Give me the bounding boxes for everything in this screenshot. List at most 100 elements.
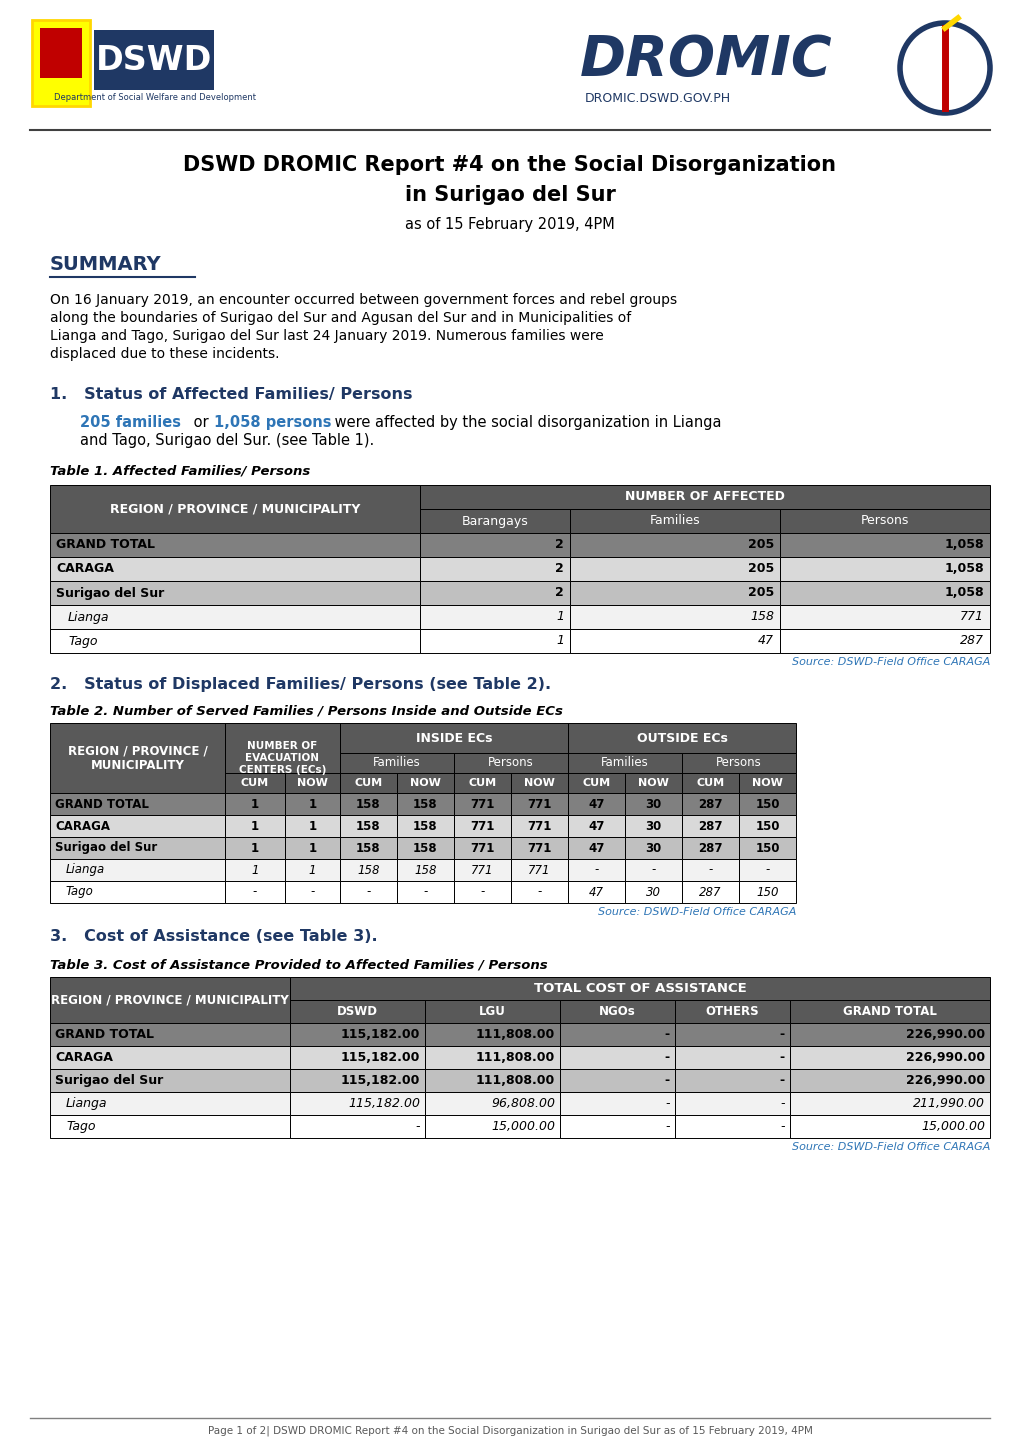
- Text: Persons: Persons: [715, 757, 761, 770]
- Text: 47: 47: [588, 842, 604, 855]
- Text: -: -: [423, 885, 427, 898]
- Bar: [625, 881, 682, 903]
- Bar: [339, 722, 568, 753]
- Text: 1.   Status of Affected Families/ Persons: 1. Status of Affected Families/ Persons: [50, 386, 412, 402]
- Text: 158: 158: [356, 797, 380, 810]
- Text: Families: Families: [373, 757, 421, 770]
- Bar: [50, 815, 225, 836]
- Text: 2.   Status of Displaced Families/ Persons (see Table 2).: 2. Status of Displaced Families/ Persons…: [50, 676, 550, 692]
- Text: LGU: LGU: [479, 1005, 505, 1018]
- Bar: [289, 1092, 425, 1115]
- Text: -: -: [664, 1028, 669, 1041]
- Bar: [790, 1022, 989, 1045]
- Text: Lianga: Lianga: [66, 864, 105, 877]
- Text: On 16 January 2019, an encounter occurred between government forces and rebel gr: On 16 January 2019, an encounter occurre…: [50, 293, 677, 307]
- Bar: [568, 815, 625, 836]
- Bar: [339, 793, 396, 815]
- Text: 2: 2: [554, 538, 564, 551]
- Bar: [225, 793, 284, 815]
- Text: 226,990.00: 226,990.00: [905, 1051, 984, 1064]
- Text: Source: DSWD-Field Office CARAGA: Source: DSWD-Field Office CARAGA: [791, 1142, 989, 1152]
- Text: Surigao del Sur: Surigao del Sur: [55, 842, 157, 855]
- Bar: [289, 1069, 425, 1092]
- Bar: [420, 534, 570, 557]
- Bar: [225, 773, 284, 793]
- Bar: [40, 27, 82, 78]
- Bar: [625, 773, 682, 793]
- Text: 1: 1: [251, 864, 259, 877]
- Bar: [568, 859, 625, 881]
- Text: Department of Social Welfare and Development: Department of Social Welfare and Develop…: [54, 94, 256, 102]
- Text: OTHERS: OTHERS: [705, 1005, 758, 1018]
- Bar: [511, 793, 568, 815]
- Bar: [570, 606, 780, 629]
- Text: 205: 205: [747, 562, 773, 575]
- Text: 115,182.00: 115,182.00: [340, 1051, 420, 1064]
- Text: 115,182.00: 115,182.00: [347, 1097, 420, 1110]
- Bar: [425, 1115, 559, 1138]
- Text: 1: 1: [251, 819, 259, 832]
- Text: DSWD: DSWD: [336, 1005, 378, 1018]
- Bar: [396, 773, 453, 793]
- Bar: [675, 1045, 790, 1069]
- Bar: [396, 881, 453, 903]
- Bar: [289, 1022, 425, 1045]
- Bar: [396, 859, 453, 881]
- Bar: [50, 881, 225, 903]
- Bar: [675, 999, 790, 1022]
- Bar: [453, 793, 511, 815]
- Bar: [425, 1022, 559, 1045]
- Text: 158: 158: [414, 864, 436, 877]
- Bar: [339, 815, 396, 836]
- Bar: [559, 999, 675, 1022]
- Text: INSIDE ECs: INSIDE ECs: [416, 731, 492, 744]
- Bar: [50, 534, 420, 557]
- Bar: [780, 581, 989, 606]
- Text: in Surigao del Sur: in Surigao del Sur: [405, 185, 614, 205]
- Text: 47: 47: [588, 819, 604, 832]
- Text: -: -: [594, 864, 598, 877]
- Bar: [453, 815, 511, 836]
- Text: 771: 771: [527, 819, 551, 832]
- Bar: [289, 1045, 425, 1069]
- Bar: [675, 1115, 790, 1138]
- Text: 287: 287: [699, 885, 721, 898]
- Bar: [284, 773, 339, 793]
- Bar: [339, 753, 453, 773]
- Bar: [284, 836, 339, 859]
- Text: NOW: NOW: [410, 779, 440, 787]
- Text: 771: 771: [470, 819, 494, 832]
- Text: 205 families: 205 families: [79, 415, 180, 430]
- Bar: [790, 1045, 989, 1069]
- Text: Lianga: Lianga: [66, 1097, 107, 1110]
- Text: REGION / PROVINCE /
MUNICIPALITY: REGION / PROVINCE / MUNICIPALITY: [67, 744, 207, 771]
- Bar: [675, 1092, 790, 1115]
- Text: -: -: [366, 885, 370, 898]
- Bar: [284, 881, 339, 903]
- Text: CUM: CUM: [696, 779, 723, 787]
- Text: 1: 1: [251, 842, 259, 855]
- Bar: [790, 1115, 989, 1138]
- Text: 111,808.00: 111,808.00: [475, 1051, 554, 1064]
- Text: 226,990.00: 226,990.00: [905, 1028, 984, 1041]
- Text: NOW: NOW: [751, 779, 783, 787]
- Text: Table 3. Cost of Assistance Provided to Affected Families / Persons: Table 3. Cost of Assistance Provided to …: [50, 959, 547, 972]
- Text: 115,182.00: 115,182.00: [340, 1074, 420, 1087]
- Bar: [739, 815, 795, 836]
- Text: 1: 1: [251, 797, 259, 810]
- Text: 226,990.00: 226,990.00: [905, 1074, 984, 1087]
- Text: GRAND TOTAL: GRAND TOTAL: [55, 797, 149, 810]
- Bar: [568, 753, 682, 773]
- Bar: [225, 881, 284, 903]
- Text: Source: DSWD-Field Office CARAGA: Source: DSWD-Field Office CARAGA: [791, 658, 989, 668]
- Text: -: -: [310, 885, 314, 898]
- Bar: [682, 793, 739, 815]
- Bar: [420, 557, 570, 581]
- Text: CUM: CUM: [240, 779, 269, 787]
- Text: NOW: NOW: [638, 779, 668, 787]
- Bar: [50, 793, 225, 815]
- Bar: [420, 629, 570, 653]
- Text: Lianga and Tago, Surigao del Sur last 24 January 2019. Numerous families were: Lianga and Tago, Surigao del Sur last 24…: [50, 329, 603, 343]
- Bar: [50, 859, 225, 881]
- Bar: [94, 30, 214, 89]
